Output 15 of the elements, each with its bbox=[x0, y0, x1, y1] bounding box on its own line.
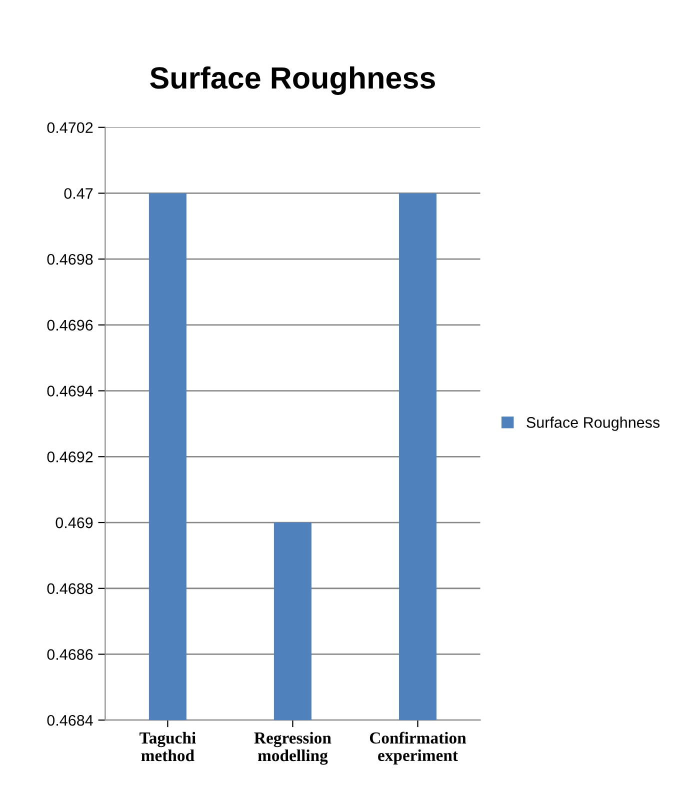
y-tick-label: 0.4688 bbox=[47, 583, 93, 594]
x-tick-label: Regression modelling bbox=[254, 732, 332, 765]
x-tick-label: Confirmation experiment bbox=[370, 732, 466, 764]
y-tick-label: 0.4694 bbox=[47, 386, 93, 396]
y-tick-label: 0.469 bbox=[56, 517, 93, 528]
chart-title: Surface Roughness bbox=[150, 66, 435, 95]
y-tick-label: 0.4696 bbox=[47, 320, 93, 331]
y-tick-label: 0.4686 bbox=[47, 649, 93, 660]
x-tick-label: Taguchi method bbox=[140, 732, 196, 762]
y-tick-label: 0.4692 bbox=[47, 452, 93, 462]
legend-label: Surface Roughness bbox=[526, 416, 660, 431]
y-tick-label: 0.47 bbox=[64, 188, 93, 199]
y-tick-label: 0.4702 bbox=[47, 122, 93, 134]
y-tick-label: 0.4698 bbox=[47, 254, 93, 265]
y-tick-label: 0.4684 bbox=[47, 714, 93, 726]
